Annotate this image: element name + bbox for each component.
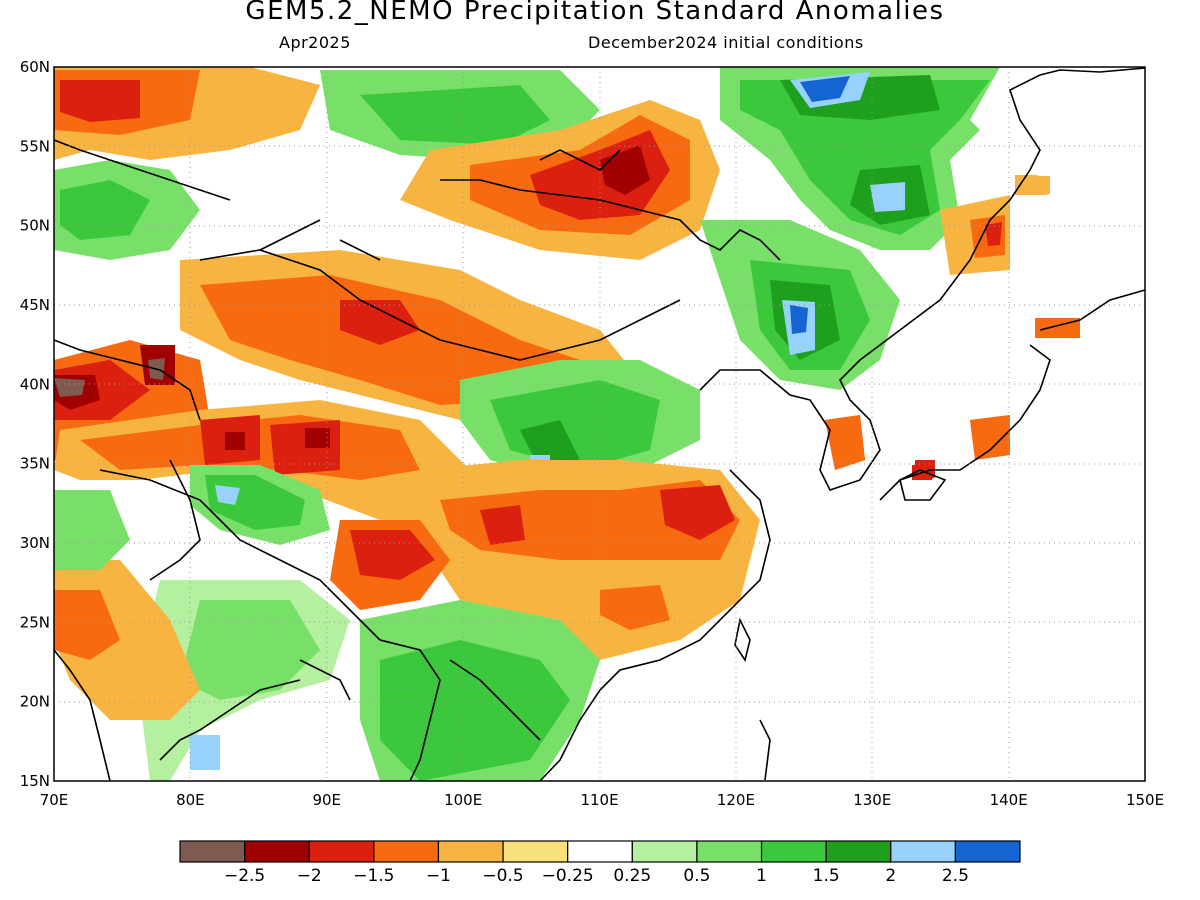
lon-tick-label: 140E [990, 791, 1028, 809]
colorbar-swatch [437, 840, 504, 863]
lon-tick-label: 100E [444, 791, 482, 809]
colorbar-label: 1 [756, 866, 767, 886]
lat-tick-label: 50N [20, 217, 50, 235]
lon-tick-label: 150E [1126, 791, 1164, 809]
lat-tick-label: 15N [20, 772, 50, 790]
colorbar-label: 0.5 [683, 866, 710, 886]
colorbar-label: −0.5 [482, 866, 523, 886]
colorbar-label: −1 [426, 866, 451, 886]
colorbar-label: 1.5 [813, 866, 840, 886]
coastlines-and-borders [54, 67, 1145, 781]
lon-tick-label: 110E [580, 791, 618, 809]
lat-tick-label: 20N [20, 693, 50, 711]
colorbar [179, 840, 1021, 863]
colorbar-swatch [308, 840, 375, 863]
anomaly-fields [54, 67, 1145, 781]
lon-tick-label: 130E [853, 791, 891, 809]
colorbar-swatch [179, 840, 246, 863]
colorbar-swatch [825, 840, 892, 863]
colorbar-swatch [696, 840, 763, 863]
lon-tick-label: 120E [717, 791, 755, 809]
colorbar-swatch [631, 840, 698, 863]
colorbar-swatch [373, 840, 440, 863]
forecast-month: Apr2025 [279, 33, 351, 52]
map-grid [54, 67, 1145, 781]
colorbar-swatch [890, 840, 956, 863]
colorbar-label: 2 [885, 866, 896, 886]
lat-tick-label: 35N [20, 455, 50, 473]
lat-tick-label: 40N [20, 375, 50, 393]
lat-tick-label: 60N [20, 58, 50, 76]
lat-tick-label: 55N [20, 137, 50, 155]
colorbar-label: −1.5 [353, 866, 394, 886]
lat-tick-label: 45N [20, 296, 50, 314]
lon-tick-label: 80E [176, 791, 205, 809]
colorbar-swatch [244, 840, 310, 863]
colorbar-swatch [954, 840, 1021, 863]
colorbar-swatch [567, 840, 633, 863]
colorbar-swatch [502, 840, 569, 863]
colorbar-label: −2 [297, 866, 322, 886]
lat-tick-label: 30N [20, 534, 50, 552]
lon-tick-label: 90E [312, 791, 341, 809]
initial-conditions: December2024 initial conditions [588, 33, 864, 52]
colorbar-labels: −2.5 −2 −1.5 −1 −0.5 −0.25 0.25 0.5 1 1.5 2 2.5 [224, 866, 969, 886]
colorbar-swatch [760, 840, 827, 863]
lat-tick-label: 25N [20, 613, 50, 631]
colorbar-label: 0.25 [613, 866, 651, 886]
lon-tick-label: 70E [40, 791, 69, 809]
map-title: GEM5.2_NEMO Precipitation Standard Anoma… [245, 0, 945, 26]
colorbar-label: 2.5 [942, 866, 969, 886]
colorbar-label: −0.25 [542, 866, 594, 886]
longitude-labels: 70E 80E 90E 100E 110E 120E 130E 140E 150E [40, 791, 1164, 809]
latitude-labels: 60N 55N 50N 45N 40N 35N 30N 25N 20N 15N [20, 58, 50, 790]
map-frame [53, 66, 1146, 782]
colorbar-label: −2.5 [224, 866, 265, 886]
